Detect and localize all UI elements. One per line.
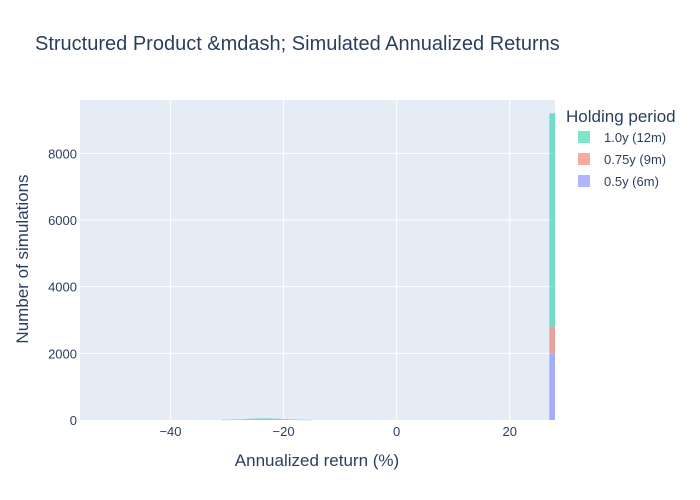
legend-swatch[interactable] bbox=[578, 153, 590, 165]
legend-label[interactable]: 0.5y (6m) bbox=[604, 174, 659, 189]
y-tick-labels: 0 2000 4000 6000 8000 bbox=[48, 146, 77, 428]
histogram-bar[interactable] bbox=[549, 353, 555, 420]
histogram-bar[interactable] bbox=[283, 419, 290, 420]
legend-label[interactable]: 0.75y (9m) bbox=[604, 152, 666, 167]
histogram-bar[interactable] bbox=[300, 419, 307, 421]
histogram-bar[interactable] bbox=[249, 418, 256, 420]
y-tick-label: 2000 bbox=[48, 346, 77, 361]
x-axis-title: Annualized return (%) bbox=[235, 451, 399, 470]
legend-title[interactable]: Holding period bbox=[566, 107, 676, 126]
y-axis-title: Number of simulations bbox=[13, 174, 32, 343]
legend-swatch[interactable] bbox=[578, 175, 590, 187]
y-tick-label: 8000 bbox=[48, 146, 77, 161]
histogram-bar[interactable] bbox=[232, 419, 239, 420]
histogram-bar[interactable] bbox=[277, 418, 284, 420]
x-tick-label: 0 bbox=[393, 424, 400, 439]
bars bbox=[221, 113, 555, 421]
plot-background bbox=[80, 100, 555, 420]
x-tick-labels: −40 −20 0 20 bbox=[159, 424, 517, 439]
y-tick-label: 6000 bbox=[48, 213, 77, 228]
legend-items[interactable]: 1.0y (12m) 0.75y (9m) 0.5y (6m) bbox=[578, 130, 666, 189]
legend-label[interactable]: 1.0y (12m) bbox=[604, 130, 666, 145]
histogram-bar[interactable] bbox=[255, 418, 261, 420]
y-tick-label: 0 bbox=[70, 413, 77, 428]
y-tick-label: 4000 bbox=[48, 280, 77, 295]
histogram-bar[interactable] bbox=[243, 419, 250, 420]
chart-title: Structured Product &mdash; Simulated Ann… bbox=[35, 33, 560, 55]
histogram-bar[interactable] bbox=[272, 418, 278, 420]
legend-swatch[interactable] bbox=[578, 131, 590, 143]
histogram-bar[interactable] bbox=[238, 419, 244, 420]
histogram-bar[interactable] bbox=[266, 418, 273, 420]
grid-lines bbox=[80, 100, 555, 420]
histogram-bar[interactable] bbox=[227, 419, 233, 421]
histogram-bar[interactable] bbox=[549, 326, 555, 354]
x-tick-label: −40 bbox=[159, 424, 181, 439]
histogram-bar[interactable] bbox=[294, 419, 301, 421]
histogram-bar[interactable] bbox=[221, 419, 228, 421]
histogram-bar[interactable] bbox=[260, 418, 267, 420]
histogram-bar[interactable] bbox=[289, 419, 295, 420]
x-tick-label: 20 bbox=[503, 424, 517, 439]
histogram-bar[interactable] bbox=[306, 419, 312, 421]
legend: Holding period 1.0y (12m) 0.75y (9m) 0.5y … bbox=[566, 107, 676, 189]
histogram-bar[interactable] bbox=[549, 113, 555, 327]
x-tick-label: −20 bbox=[273, 424, 295, 439]
